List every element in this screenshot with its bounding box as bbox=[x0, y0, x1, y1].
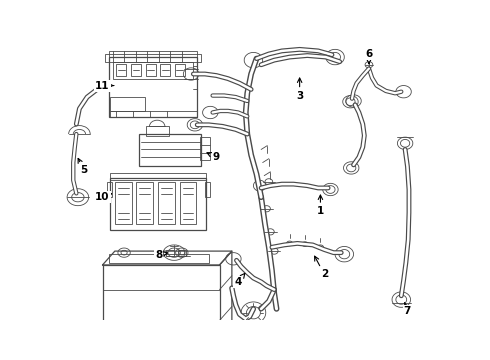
Bar bbox=[158, 182, 175, 224]
Text: 11: 11 bbox=[95, 81, 114, 91]
Bar bbox=[110, 178, 206, 230]
Text: 10: 10 bbox=[95, 192, 111, 202]
Bar bbox=[160, 64, 171, 76]
Bar bbox=[179, 182, 196, 224]
Bar bbox=[140, 134, 201, 166]
Bar bbox=[205, 182, 210, 197]
Bar bbox=[110, 97, 145, 111]
Bar bbox=[115, 182, 132, 224]
Bar bbox=[131, 64, 141, 76]
Bar bbox=[117, 64, 126, 76]
Text: 3: 3 bbox=[296, 78, 303, 100]
Text: 5: 5 bbox=[78, 158, 88, 175]
Bar bbox=[136, 182, 153, 224]
Bar bbox=[178, 249, 186, 256]
Bar bbox=[105, 54, 201, 62]
Bar bbox=[102, 265, 220, 356]
Bar bbox=[167, 249, 174, 256]
Bar bbox=[109, 51, 197, 57]
Bar bbox=[110, 172, 206, 180]
Bar bbox=[109, 57, 197, 117]
Bar bbox=[146, 126, 169, 136]
Bar bbox=[107, 182, 112, 197]
Bar bbox=[109, 349, 140, 357]
Text: 8: 8 bbox=[155, 250, 168, 260]
Bar bbox=[109, 254, 209, 264]
Text: 9: 9 bbox=[207, 152, 220, 162]
Bar bbox=[149, 349, 179, 357]
Text: 1: 1 bbox=[317, 195, 324, 216]
Text: 6: 6 bbox=[366, 49, 372, 64]
Bar bbox=[199, 137, 210, 160]
Bar bbox=[146, 64, 156, 76]
Bar bbox=[189, 349, 212, 357]
Text: 7: 7 bbox=[404, 302, 411, 316]
Bar bbox=[113, 62, 194, 78]
Bar bbox=[175, 64, 185, 76]
Text: 2: 2 bbox=[315, 256, 328, 279]
Text: 4: 4 bbox=[234, 273, 245, 287]
Bar bbox=[110, 111, 197, 117]
